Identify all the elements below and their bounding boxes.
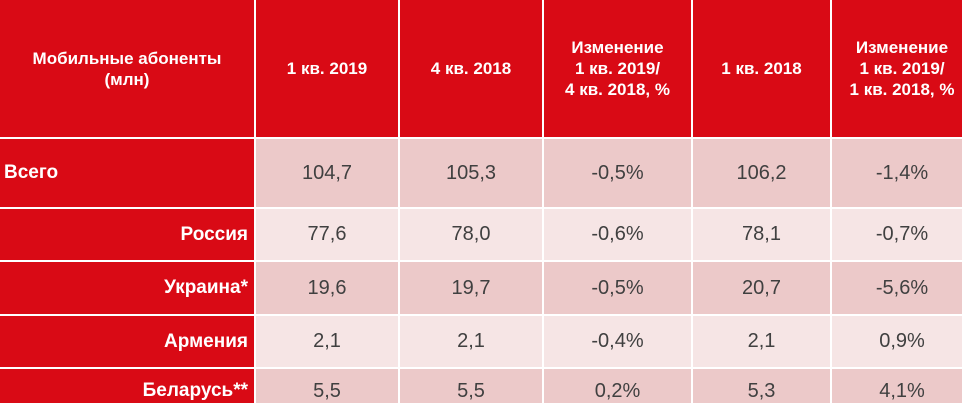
table-cell: 2,1 [256, 316, 398, 367]
table-cell: -0,7% [832, 209, 962, 260]
table-cell: 2,1 [400, 316, 542, 367]
header-q1-2019: 1 кв. 2019 [256, 0, 398, 137]
table-cell: 78,1 [693, 209, 830, 260]
table-cell: 19,7 [400, 262, 542, 314]
row-label-russia: Россия [0, 209, 254, 260]
header-metric: Мобильные абоненты (млн) [0, 0, 254, 137]
table-cell: 0,2% [544, 369, 691, 403]
table-cell: 5,5 [400, 369, 542, 403]
table-cell: -0,4% [544, 316, 691, 367]
table-cell: 106,2 [693, 139, 830, 207]
table-cell: 77,6 [256, 209, 398, 260]
table-cell: 5,3 [693, 369, 830, 403]
table-cell: 19,6 [256, 262, 398, 314]
table-cell: 2,1 [693, 316, 830, 367]
table-cell: -0,5% [544, 262, 691, 314]
row-label-total: Всего [0, 139, 254, 207]
header-q1-2018: 1 кв. 2018 [693, 0, 830, 137]
table-cell: 104,7 [256, 139, 398, 207]
table-cell: 105,3 [400, 139, 542, 207]
table-cell: -5,6% [832, 262, 962, 314]
table-cell: -0,5% [544, 139, 691, 207]
row-label-belarus: Беларусь** [0, 369, 254, 403]
table-cell: -1,4% [832, 139, 962, 207]
row-label-ukraine: Украина* [0, 262, 254, 314]
header-change-yoy: Изменение 1 кв. 2019/ 1 кв. 2018, % [832, 0, 962, 137]
header-change-qoq: Изменение 1 кв. 2019/ 4 кв. 2018, % [544, 0, 691, 137]
table-cell: -0,6% [544, 209, 691, 260]
table-cell: 0,9% [832, 316, 962, 367]
header-q4-2018: 4 кв. 2018 [400, 0, 542, 137]
table-cell: 5,5 [256, 369, 398, 403]
row-label-armenia: Армения [0, 316, 254, 367]
table-cell: 4,1% [832, 369, 962, 403]
table-cell: 20,7 [693, 262, 830, 314]
table-cell: 78,0 [400, 209, 542, 260]
